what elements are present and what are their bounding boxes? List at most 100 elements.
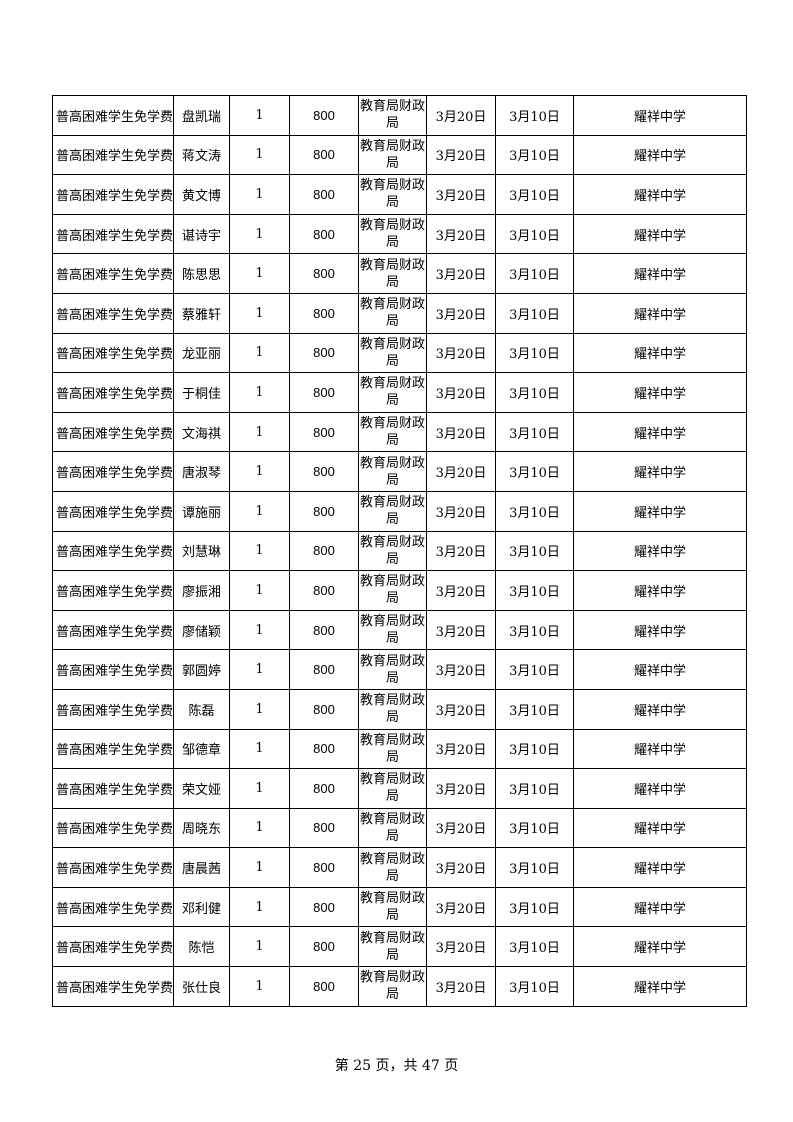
school-cell: 耀祥中学 [573,768,748,809]
date1-cell: 3月20日 [426,728,497,770]
name-cell: 唐晨茜 [173,847,231,888]
item-cell: 普高困难学生免学费 [51,966,175,1007]
dept-cell: 教育局财政局 [358,174,428,215]
amount-cell: 800 [289,847,360,888]
dept-cell: 教育局财政局 [358,886,428,928]
table-row: 普高困难学生免学费 荣文娅 1 800 教育局财政局 3月20日 3月10日 耀祥中学 [51,768,748,809]
dept-cell: 教育局财政局 [358,570,428,611]
school-cell: 耀祥中学 [573,253,748,294]
count-cell: 1 [229,292,291,334]
date2-cell: 3月10日 [495,134,575,176]
date1-cell: 3月20日 [426,926,497,968]
name-cell: 唐淑琴 [173,451,231,492]
table-row: 普高困难学生免学费 廖储颖 1 800 教育局财政局 3月20日 3月10日 耀祥中学 [51,609,748,651]
date1-cell: 3月20日 [426,174,497,215]
date1-cell: 3月20日 [426,609,497,651]
count-cell: 1 [229,807,291,849]
dept-cell: 教育局财政局 [358,490,428,532]
dept-cell: 教育局财政局 [358,292,428,334]
count-cell: 1 [229,768,291,809]
amount-cell: 800 [289,807,360,849]
count-cell: 1 [229,411,291,453]
date1-cell: 3月20日 [426,95,497,136]
school-cell: 耀祥中学 [573,134,748,176]
table-row: 普高困难学生免学费 文海祺 1 800 教育局财政局 3月20日 3月10日 耀祥中学 [51,411,748,453]
table-row: 普高困难学生免学费 张仕良 1 800 教育局财政局 3月20日 3月10日 耀祥中学 [51,966,748,1007]
table-row: 普高困难学生免学费 唐淑琴 1 800 教育局财政局 3月20日 3月10日 耀祥中学 [51,451,748,492]
school-cell: 耀祥中学 [573,847,748,888]
dept-cell: 教育局财政局 [358,807,428,849]
table-row: 普高困难学生免学费 黄文博 1 800 教育局财政局 3月20日 3月10日 耀祥中学 [51,174,748,215]
name-cell: 张仕良 [173,966,231,1007]
date2-cell: 3月10日 [495,649,575,690]
dept-cell: 教育局财政局 [358,966,428,1007]
amount-cell: 800 [289,530,360,572]
count-cell: 1 [229,530,291,572]
count-cell: 1 [229,609,291,651]
school-cell: 耀祥中学 [573,490,748,532]
date1-cell: 3月20日 [426,847,497,888]
date2-cell: 3月10日 [495,570,575,611]
amount-cell: 800 [289,134,360,176]
amount-cell: 800 [289,966,360,1007]
school-cell: 耀祥中学 [573,886,748,928]
item-cell: 普高困难学生免学费 [51,728,175,770]
count-cell: 1 [229,332,291,374]
date1-cell: 3月20日 [426,768,497,809]
school-cell: 耀祥中学 [573,451,748,492]
date1-cell: 3月20日 [426,411,497,453]
name-cell: 周晓东 [173,807,231,849]
table-row: 普高困难学生免学费 周晓东 1 800 教育局财政局 3月20日 3月10日 耀祥中学 [51,807,748,849]
count-cell: 1 [229,213,291,255]
date2-cell: 3月10日 [495,807,575,849]
dept-cell: 教育局财政局 [358,530,428,572]
dept-cell: 教育局财政局 [358,728,428,770]
table-row: 普高困难学生免学费 盘凯瑞 1 800 教育局财政局 3月20日 3月10日 耀祥中学 [51,95,748,136]
item-cell: 普高困难学生免学费 [51,688,175,730]
date1-cell: 3月20日 [426,213,497,255]
item-cell: 普高困难学生免学费 [51,926,175,968]
count-cell: 1 [229,966,291,1007]
name-cell: 荣文娅 [173,768,231,809]
date1-cell: 3月20日 [426,688,497,730]
amount-cell: 800 [289,332,360,374]
school-cell: 耀祥中学 [573,95,748,136]
amount-cell: 800 [289,253,360,294]
date2-cell: 3月10日 [495,95,575,136]
amount-cell: 800 [289,292,360,334]
item-cell: 普高困难学生免学费 [51,134,175,176]
school-cell: 耀祥中学 [573,966,748,1007]
name-cell: 蔡雅轩 [173,292,231,334]
name-cell: 廖储颖 [173,609,231,651]
school-cell: 耀祥中学 [573,926,748,968]
dept-cell: 教育局财政局 [358,649,428,690]
date1-cell: 3月20日 [426,451,497,492]
school-cell: 耀祥中学 [573,609,748,651]
dept-cell: 教育局财政局 [358,134,428,176]
date2-cell: 3月10日 [495,926,575,968]
dept-cell: 教育局财政局 [358,768,428,809]
amount-cell: 800 [289,886,360,928]
dept-cell: 教育局财政局 [358,332,428,374]
name-cell: 刘慧琳 [173,530,231,572]
school-cell: 耀祥中学 [573,728,748,770]
name-cell: 文海祺 [173,411,231,453]
name-cell: 郭圆婷 [173,649,231,690]
date1-cell: 3月20日 [426,332,497,374]
count-cell: 1 [229,688,291,730]
item-cell: 普高困难学生免学费 [51,649,175,690]
amount-cell: 800 [289,570,360,611]
dept-cell: 教育局财政局 [358,609,428,651]
subsidy-table: 普高困难学生免学费 盘凯瑞 1 800 教育局财政局 3月20日 3月10日 耀祥中学 普高困难… [51,95,748,1007]
name-cell: 廖振湘 [173,570,231,611]
count-cell: 1 [229,570,291,611]
date2-cell: 3月10日 [495,688,575,730]
name-cell: 谌诗宇 [173,213,231,255]
count-cell: 1 [229,886,291,928]
item-cell: 普高困难学生免学费 [51,570,175,611]
dept-cell: 教育局财政局 [358,926,428,968]
item-cell: 普高困难学生免学费 [51,372,175,413]
amount-cell: 800 [289,451,360,492]
amount-cell: 800 [289,649,360,690]
school-cell: 耀祥中学 [573,688,748,730]
